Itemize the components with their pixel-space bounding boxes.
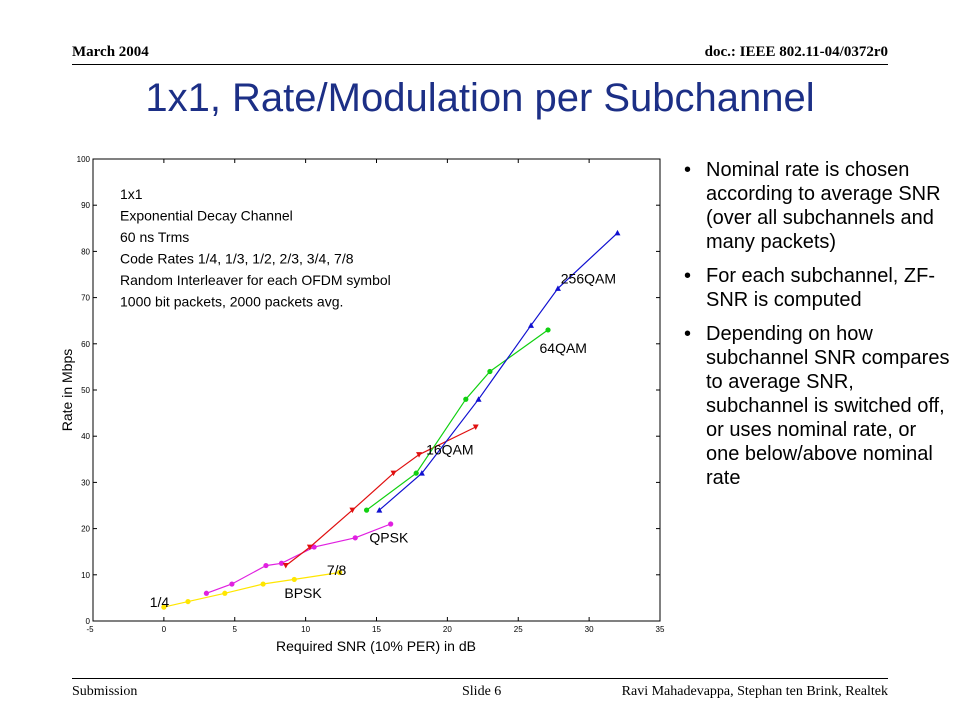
x-axis-label: Required SNR (10% PER) in dB: [276, 638, 476, 654]
footer-authors: Ravi Mahadevappa, Stephan ten Brink, Rea…: [621, 684, 888, 699]
annotation-line: 1x1: [120, 186, 143, 202]
y-tick-label: 10: [81, 571, 90, 580]
y-axis-ticks: 0 10 20 30 40 50 60 70 80 90 100: [77, 155, 660, 626]
y-tick-label: 60: [81, 340, 90, 349]
footer-submission: Submission: [72, 684, 138, 699]
data-point: [614, 229, 621, 236]
annotation-line: 60 ns Trms: [120, 229, 189, 245]
x-axis-min-label: -5: [86, 625, 94, 634]
series-1: [203, 521, 394, 596]
header-date: March 2004: [72, 44, 149, 60]
series-layer: [161, 229, 621, 610]
footer-divider: [72, 678, 888, 679]
y-tick-label: 100: [77, 155, 91, 164]
y-tick-label: 50: [81, 386, 90, 395]
data-point: [291, 576, 297, 583]
data-point: [311, 544, 317, 550]
series-line: [378, 232, 618, 511]
data-point: [229, 581, 235, 587]
series-0: [161, 569, 343, 610]
data-point: [418, 470, 425, 476]
annotation-line: Random Interleaver for each OFDM symbol: [120, 272, 391, 288]
data-point: [390, 470, 397, 477]
data-point: [263, 562, 269, 569]
slide-title: 1x1, Rate/Modulation per Subchannel: [145, 76, 815, 120]
y-tick-label: 70: [81, 294, 90, 303]
bullet-item: Nominal rate is chosen according to aver…: [682, 158, 952, 254]
data-point: [376, 507, 383, 513]
x-tick-label: 20: [443, 625, 452, 634]
data-point: [337, 569, 343, 576]
curve-label: 1/4: [150, 594, 170, 610]
data-point: [282, 563, 289, 569]
y-tick-label: 20: [81, 525, 90, 534]
curve-label: 7/8: [327, 562, 347, 578]
y-axis-label: Rate in Mbps: [59, 349, 75, 431]
data-point: [349, 507, 356, 514]
data-point: [413, 470, 419, 476]
curve-label: 256QAM: [561, 271, 616, 287]
curve-label: BPSK: [284, 585, 322, 601]
data-point: [203, 590, 209, 596]
data-point: [545, 327, 551, 333]
x-tick-label: 0: [162, 625, 167, 634]
x-tick-label: 35: [656, 625, 665, 634]
footer-slide-number: Slide 6: [462, 684, 502, 699]
y-tick-label: 40: [81, 432, 90, 441]
y-tick-label: 0: [86, 617, 91, 626]
data-point: [260, 581, 266, 587]
annotation-line: 1000 bit packets, 2000 packets avg.: [120, 294, 343, 310]
data-point: [472, 424, 479, 430]
x-tick-label: 10: [301, 625, 310, 634]
header-divider: [72, 64, 888, 65]
y-tick-label: 80: [81, 247, 90, 256]
data-point: [463, 396, 469, 402]
bullet-item: Depending on how subchannel SNR compares…: [682, 322, 952, 490]
chart-annotation: 1x1 Exponential Decay Channel 60 ns Trms Co…: [120, 186, 391, 310]
data-point: [363, 507, 370, 513]
data-point: [475, 396, 482, 402]
data-point: [416, 452, 423, 458]
data-point: [222, 590, 228, 596]
annotation-line: Exponential Decay Channel: [120, 208, 293, 224]
data-point: [161, 604, 167, 610]
series-line: [366, 329, 549, 511]
data-point: [352, 535, 358, 541]
y-tick-label: 90: [81, 201, 90, 210]
y-tick-label: 30: [81, 478, 90, 487]
data-point: [487, 368, 493, 375]
data-point: [185, 598, 191, 605]
x-axis-ticks: 0 5 10 15 20 25 30 35: [162, 159, 665, 634]
x-tick-label: 15: [372, 625, 381, 634]
curve-label: QPSK: [369, 529, 409, 545]
series-line: [285, 426, 476, 567]
data-point: [528, 322, 535, 328]
curve-label: 16QAM: [426, 442, 473, 458]
data-point: [278, 560, 285, 566]
series-4: [376, 229, 621, 513]
x-tick-label: 5: [233, 625, 238, 634]
curve-label: 64QAM: [540, 340, 587, 356]
bullet-item: For each subchannel, ZF-SNR is computed: [682, 264, 952, 312]
curve-labels: 256QAM 64QAM 16QAM QPSK 7/8 BPSK 1/4: [150, 271, 616, 610]
series-3: [363, 327, 551, 513]
bullet-list: Nominal rate is chosen according to aver…: [682, 158, 952, 500]
data-point: [306, 544, 313, 551]
series-2: [282, 424, 479, 569]
x-tick-label: 30: [585, 625, 594, 634]
x-tick-label: 25: [514, 625, 523, 634]
series-line: [163, 571, 340, 608]
data-point: [554, 285, 561, 291]
header-doc-id: doc.: IEEE 802.11-04/0372r0: [704, 44, 888, 60]
data-point: [388, 521, 394, 527]
annotation-line: Code Rates 1/4, 1/3, 1/2, 2/3, 3/4, 7/8: [120, 251, 354, 267]
